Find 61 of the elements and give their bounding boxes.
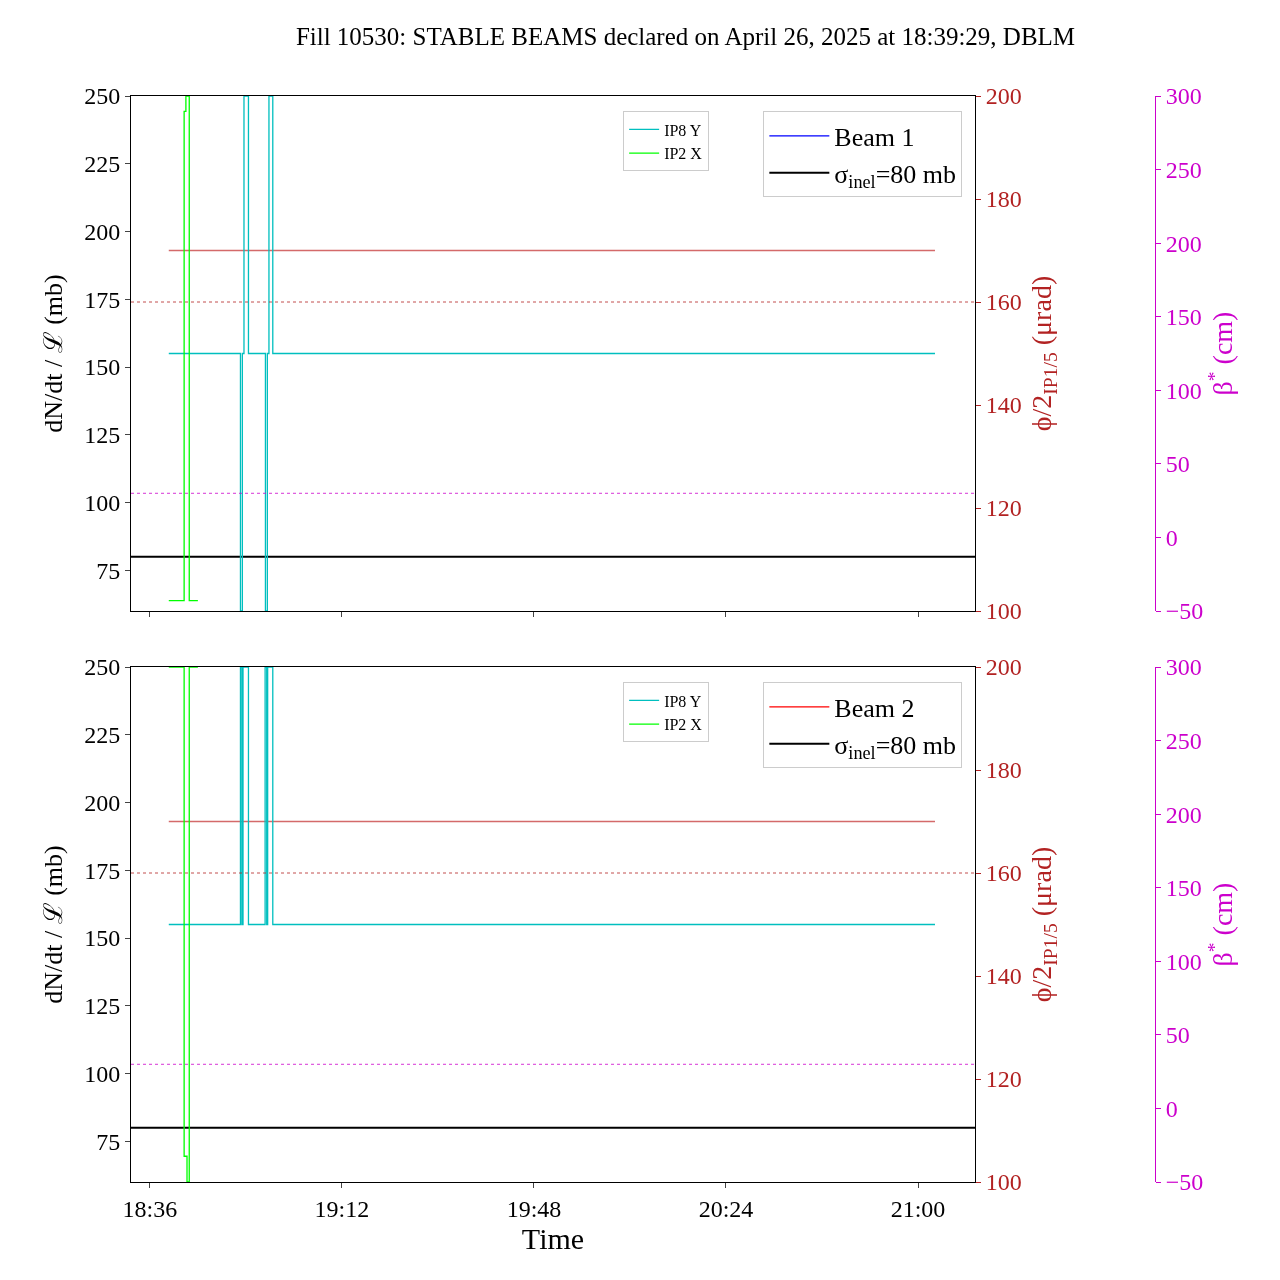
y3-tick-label: 150 <box>1165 304 1202 331</box>
y3-tick-label: 300 <box>1165 83 1202 110</box>
y-tick-label: 75 <box>96 1128 121 1155</box>
y3-tick-label: 200 <box>1165 801 1202 828</box>
y2-tick-label: 120 <box>985 495 1022 522</box>
y-tick-label: 125 <box>84 993 121 1020</box>
y3-tick-label: 100 <box>1165 377 1202 404</box>
x-tick-label: 18:36 <box>122 1195 178 1222</box>
x-tick-label: 20:24 <box>698 1195 754 1222</box>
x-axis-title: Time <box>521 1221 585 1255</box>
y2-tick-label: 160 <box>985 860 1022 887</box>
y3-tick-label: 150 <box>1165 875 1202 902</box>
y-tick-label: 200 <box>84 218 121 245</box>
y-tick-label: 250 <box>84 83 121 110</box>
y-axis-title: dN/dt / ℒ (mb) <box>38 274 68 433</box>
y-tick-label: 75 <box>96 557 121 584</box>
y-tick-label: 100 <box>84 489 121 516</box>
y2-tick-label: 100 <box>985 1169 1022 1196</box>
x-tick-label: 19:48 <box>506 1195 562 1222</box>
y3-tick-label: 300 <box>1165 654 1202 681</box>
y-tick-label: 225 <box>84 151 121 178</box>
x-tick-label: 19:12 <box>314 1195 370 1222</box>
chart-title: Fill 10530: STABLE BEAMS declared on April 26, 2025 at 18:39:29, DBLM <box>295 22 1076 50</box>
legend-label: σ$_{inel}$=80 mb <box>834 159 957 193</box>
y-axis-title: dN/dt / ℒ (mb) <box>38 845 68 1004</box>
legend-label: Beam 1 <box>834 122 915 152</box>
y-tick-label: 200 <box>84 789 121 816</box>
y2-tick-label: 160 <box>985 289 1022 316</box>
y3-tick-label: −50 <box>1165 1169 1204 1196</box>
legend-label: σ$_{inel}$=80 mb <box>834 730 957 764</box>
legend-label: IP2 X <box>664 716 703 734</box>
y3-tick-label: 200 <box>1165 230 1202 257</box>
legend-label: IP8 Y <box>664 692 702 710</box>
y3-tick-label: 0 <box>1165 1095 1178 1122</box>
y3-tick-label: −50 <box>1165 598 1204 625</box>
legend-label: IP8 Y <box>664 121 702 139</box>
y-tick-label: 125 <box>84 422 121 449</box>
legend-label: IP2 X <box>664 145 703 163</box>
y2-tick-label: 140 <box>985 963 1022 990</box>
y3-tick-label: 50 <box>1165 1022 1190 1049</box>
y-tick-label: 175 <box>84 857 121 884</box>
y-tick-label: 150 <box>84 354 121 381</box>
y-tick-label: 175 <box>84 286 121 313</box>
y-tick-label: 250 <box>84 654 121 681</box>
y2-tick-label: 200 <box>985 654 1022 681</box>
y2-tick-label: 200 <box>985 83 1022 110</box>
legend-label: Beam 2 <box>834 693 915 723</box>
y3-tick-label: 250 <box>1165 156 1202 183</box>
y-tick-label: 150 <box>84 925 121 952</box>
y-tick-label: 100 <box>84 1060 121 1087</box>
y2-tick-label: 140 <box>985 392 1022 419</box>
y3-tick-label: 50 <box>1165 451 1190 478</box>
y3-tick-label: 250 <box>1165 727 1202 754</box>
y2-tick-label: 180 <box>985 757 1022 784</box>
y2-tick-label: 180 <box>985 186 1022 213</box>
y2-tick-label: 120 <box>985 1066 1022 1093</box>
x-tick-label: 21:00 <box>890 1195 946 1222</box>
y3-tick-label: 100 <box>1165 948 1202 975</box>
y-tick-label: 225 <box>84 722 121 749</box>
y2-tick-label: 100 <box>985 598 1022 625</box>
y3-tick-label: 0 <box>1165 524 1178 551</box>
